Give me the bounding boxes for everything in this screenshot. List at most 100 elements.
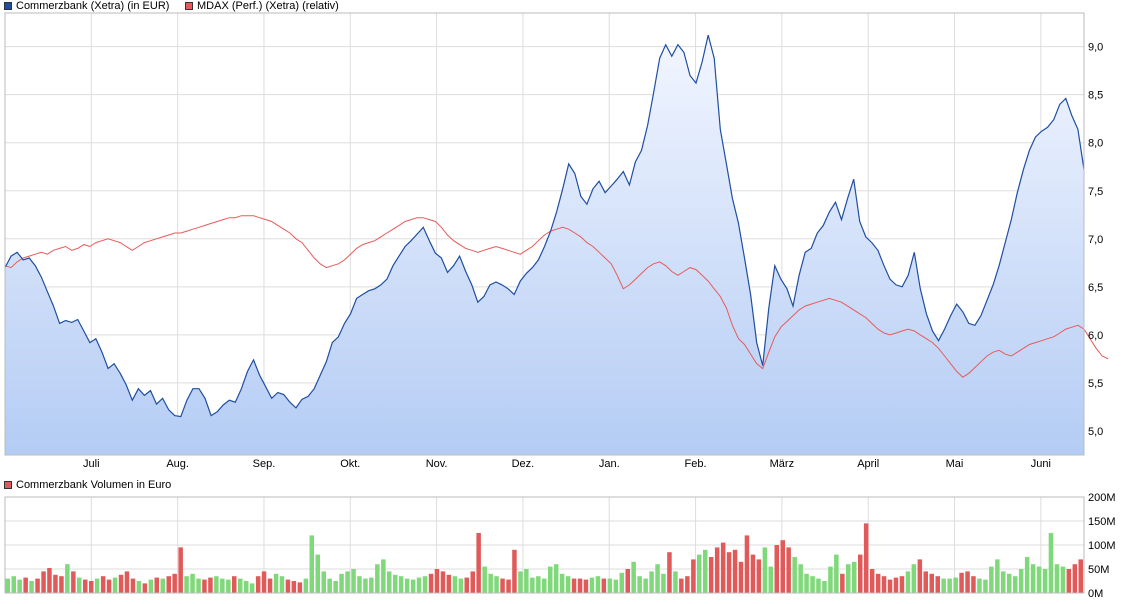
volume-bar bbox=[571, 578, 577, 593]
volume-bar bbox=[321, 571, 326, 593]
volume-bar bbox=[875, 573, 881, 593]
volume-bar bbox=[452, 576, 458, 593]
price-x-tick-label: Mai bbox=[946, 458, 964, 470]
volume-bar bbox=[357, 576, 362, 593]
volume-bar bbox=[768, 566, 773, 593]
volume-y-tick-label: 100M bbox=[1088, 540, 1116, 552]
volume-y-tick-label: 50M bbox=[1088, 564, 1109, 576]
volume-bar bbox=[965, 571, 970, 593]
volume-bar bbox=[852, 561, 857, 593]
volume-bar bbox=[565, 576, 571, 593]
price-x-tick-label: April bbox=[857, 458, 879, 470]
volume-bar bbox=[23, 577, 28, 593]
volume-bar bbox=[583, 579, 589, 593]
volume-bar bbox=[404, 578, 410, 593]
volume-bar bbox=[1001, 571, 1006, 593]
volume-bar bbox=[160, 578, 165, 593]
volume-bar bbox=[631, 561, 636, 593]
volume-bar bbox=[1048, 533, 1054, 593]
volume-bar bbox=[309, 535, 314, 593]
volume-bar bbox=[1013, 576, 1018, 593]
volume-bar bbox=[953, 577, 958, 593]
price-x-tick-label: Juni bbox=[1031, 458, 1051, 470]
volume-bar bbox=[661, 573, 666, 593]
volume-bar bbox=[393, 574, 398, 593]
volume-bar bbox=[774, 545, 779, 593]
price-x-tick-label: Jan. bbox=[599, 458, 620, 470]
volume-bar bbox=[220, 578, 225, 593]
volume-bar bbox=[732, 549, 738, 593]
volume-bar bbox=[190, 573, 195, 593]
volume-bar bbox=[381, 559, 386, 593]
volume-bar bbox=[798, 564, 803, 593]
volume-bar bbox=[255, 576, 261, 593]
volume-bar bbox=[1036, 566, 1042, 593]
price-x-tick-label: Sep. bbox=[253, 458, 276, 470]
volume-bar bbox=[655, 564, 660, 593]
volume-bar bbox=[1030, 564, 1036, 593]
price-y-tick-label: 5,5 bbox=[1088, 378, 1103, 390]
volume-bar bbox=[643, 578, 648, 593]
price-x-tick-label: Nov. bbox=[426, 458, 448, 470]
volume-bar bbox=[118, 574, 124, 593]
volume-bar bbox=[89, 581, 94, 593]
volume-bar bbox=[506, 579, 511, 593]
volume-bar bbox=[476, 533, 481, 593]
volume-bar bbox=[989, 566, 994, 593]
volume-bar bbox=[1060, 566, 1066, 593]
volume-bar bbox=[810, 576, 815, 593]
volume-bar bbox=[154, 577, 159, 593]
volume-bar bbox=[756, 559, 762, 593]
volume-bar bbox=[303, 578, 309, 593]
volume-bar bbox=[804, 573, 809, 593]
volume-bar bbox=[750, 554, 756, 593]
volume-bar bbox=[279, 576, 285, 593]
volume-bar bbox=[977, 578, 982, 593]
price-y-tick-label: 7,0 bbox=[1088, 234, 1103, 246]
price-y-tick-label: 6,0 bbox=[1088, 330, 1103, 342]
volume-bar bbox=[172, 573, 177, 593]
volume-bar bbox=[536, 576, 541, 593]
volume-bar bbox=[959, 572, 964, 593]
volume-bar bbox=[917, 559, 923, 593]
volume-bar bbox=[428, 573, 434, 593]
volume-bar bbox=[780, 540, 785, 593]
volume-bar bbox=[577, 578, 583, 593]
volume-bar bbox=[673, 571, 678, 593]
volume-bar bbox=[613, 579, 619, 593]
volume-bar bbox=[679, 578, 684, 593]
legend-swatch-volume bbox=[4, 481, 12, 489]
commerzbank-area bbox=[5, 35, 1084, 455]
volume-bar bbox=[923, 571, 928, 593]
volume-bar bbox=[440, 571, 446, 593]
price-x-tick-label: Okt. bbox=[340, 458, 360, 470]
volume-bar bbox=[106, 579, 112, 593]
volume-bar bbox=[726, 552, 732, 593]
price-y-tick-label: 6,5 bbox=[1088, 282, 1103, 294]
volume-bar bbox=[500, 578, 505, 593]
mdax-line bbox=[4, 215, 1109, 378]
price-x-tick-labels: Juli Aug. Sep. Okt. Nov. Dez. Jan. Feb. März Apri… bbox=[83, 458, 1051, 470]
volume-bar bbox=[1042, 569, 1048, 593]
volume-bar bbox=[59, 576, 64, 593]
volume-bar bbox=[494, 576, 499, 593]
volume-bar bbox=[1024, 557, 1030, 593]
volume-plot-border bbox=[4, 496, 1085, 594]
volume-bar bbox=[178, 547, 183, 593]
volume-bars bbox=[5, 523, 1083, 593]
volume-bar bbox=[482, 566, 487, 593]
commerzbank-line bbox=[4, 34, 1085, 418]
price-y-tick-label: 8,0 bbox=[1088, 138, 1103, 150]
volume-bar bbox=[100, 576, 106, 593]
volume-bar bbox=[625, 569, 630, 593]
volume-bar bbox=[166, 576, 171, 593]
legend-label-commerzbank: Commerzbank (Xetra) (in EUR) bbox=[16, 0, 170, 12]
volume-bar bbox=[530, 577, 535, 593]
price-x-tick-label: Aug. bbox=[166, 458, 189, 470]
volume-bar bbox=[738, 561, 744, 593]
volume-bar bbox=[786, 547, 791, 593]
volume-bar bbox=[11, 576, 16, 593]
volume-bar bbox=[685, 576, 690, 593]
volume-bar bbox=[387, 571, 392, 593]
volume-bar bbox=[458, 578, 464, 593]
